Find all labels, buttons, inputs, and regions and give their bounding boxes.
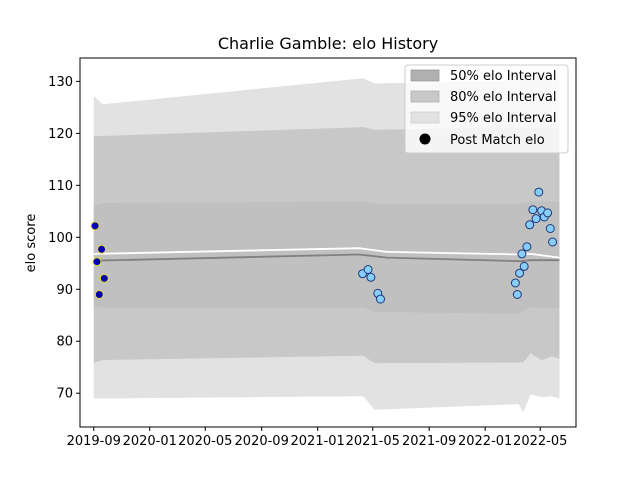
x-tick-label: 2019-09 xyxy=(67,434,121,449)
plot-area xyxy=(90,74,560,413)
median-line xyxy=(93,253,560,263)
post-match-point xyxy=(528,205,538,215)
x-tick-label: 2020-05 xyxy=(178,434,232,449)
post-match-point xyxy=(366,272,376,282)
y-tick-label: 120 xyxy=(48,127,73,142)
post-match-point-2019 xyxy=(97,244,107,254)
post-match-point xyxy=(531,214,541,224)
y-tick-label: 100 xyxy=(48,231,73,246)
post-match-points xyxy=(90,187,558,304)
post-match-point xyxy=(519,261,529,271)
post-match-point xyxy=(517,249,527,259)
post-match-point xyxy=(534,187,544,197)
post-match-point xyxy=(548,237,558,247)
legend-label-95: 95% elo Interval xyxy=(450,111,557,126)
legend-swatch-50 xyxy=(410,69,440,82)
legend: 50% elo Interval 80% elo Interval 95% el… xyxy=(404,64,569,154)
x-tick-label: 2022-01 xyxy=(458,434,512,449)
post-match-point-2019 xyxy=(99,273,109,283)
y-axis-label: elo score xyxy=(24,214,39,273)
post-match-point xyxy=(363,265,373,274)
legend-box xyxy=(404,64,569,154)
legend-swatch-80 xyxy=(410,90,440,103)
post-match-point xyxy=(376,294,385,304)
post-match-point xyxy=(522,242,532,252)
band-50-interval xyxy=(93,200,560,314)
y-tick-label: 130 xyxy=(48,75,73,90)
legend-label-post-match: Post Match elo xyxy=(450,133,545,148)
x-tick-label: 2021-09 xyxy=(402,434,456,449)
legend-swatch-95 xyxy=(410,111,440,124)
x-tick-label: 2022-05 xyxy=(513,434,567,449)
x-tick-label: 2020-01 xyxy=(123,434,177,449)
y-axis: 70 80 90 100 110 120 130 xyxy=(48,75,80,402)
post-match-point-2019 xyxy=(94,290,104,299)
legend-marker-post-match xyxy=(419,133,431,145)
chart-title: Charlie Gamble: elo History xyxy=(218,34,438,53)
y-tick-label: 90 xyxy=(56,283,73,298)
post-match-point xyxy=(512,290,522,299)
x-tick-label: 2021-05 xyxy=(346,434,400,449)
mean-line xyxy=(93,247,560,259)
plot-frame xyxy=(79,57,577,428)
y-tick-label: 110 xyxy=(48,179,73,194)
trend-lines xyxy=(93,247,560,263)
post-match-point-2019 xyxy=(92,257,102,267)
y-tick-label: 70 xyxy=(56,387,73,402)
interval-bands xyxy=(93,74,560,413)
x-tick-label: 2020-09 xyxy=(235,434,289,449)
post-match-point xyxy=(545,224,555,233)
legend-label-80: 80% elo Interval xyxy=(450,90,557,105)
x-axis: 2019-09 2020-01 2020-05 2020-09 2021-01 2021-… xyxy=(67,427,567,449)
post-match-point-2019 xyxy=(90,221,100,231)
post-match-point xyxy=(510,278,520,288)
post-match-point xyxy=(543,208,553,218)
y-tick-label: 80 xyxy=(56,335,73,350)
x-tick-label: 2021-01 xyxy=(291,434,345,449)
legend-label-50: 50% elo Interval xyxy=(450,69,557,84)
post-match-point xyxy=(515,268,525,278)
post-match-point xyxy=(525,220,535,230)
